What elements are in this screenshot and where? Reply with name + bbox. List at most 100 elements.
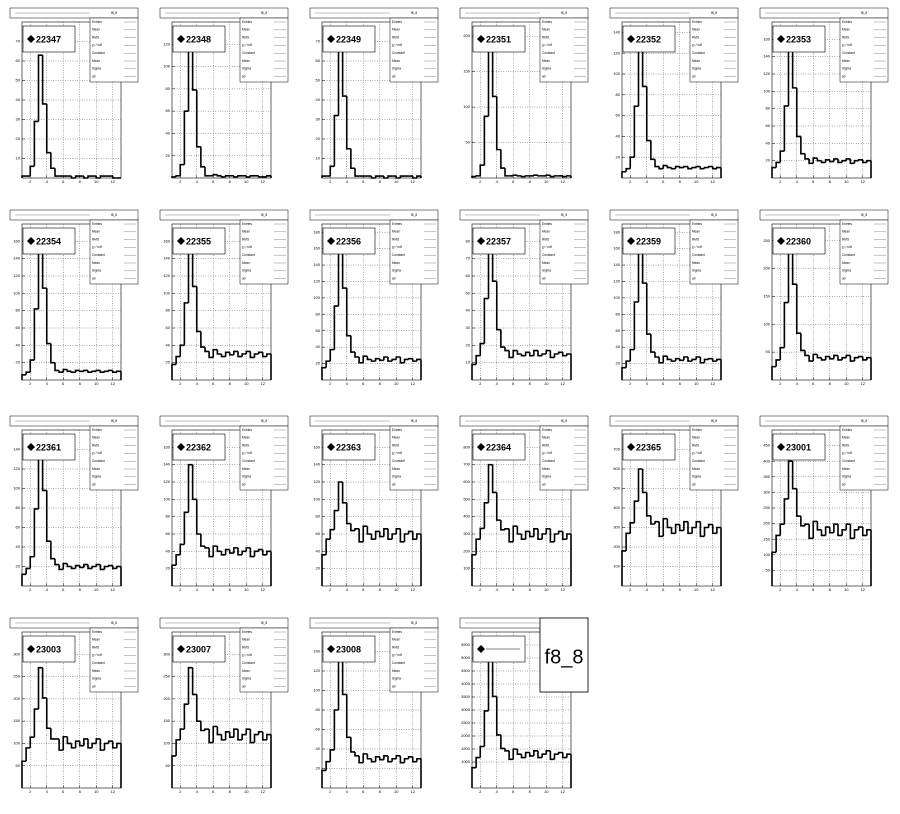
histogram-bin [62, 735, 68, 751]
histogram-bin [29, 736, 35, 748]
x-tick-label: 4 [196, 587, 199, 592]
histogram-bin [629, 348, 635, 362]
y-tick-label: 50 [316, 78, 321, 83]
x-tick-label: 6 [512, 179, 515, 184]
stats-box [689, 219, 739, 285]
histogram-bin [662, 517, 668, 537]
histogram-bin [861, 527, 867, 537]
y-tick-label: 20 [166, 566, 171, 571]
y-tick-label: 20 [166, 360, 171, 365]
histogram-bin [321, 175, 327, 178]
histogram-bin [179, 163, 185, 176]
histogram-bin [257, 175, 263, 178]
histogram-panel: 2 4 6 8 10 12 100 200 300 400 500 600 700 800 f8_8 Entr… [459, 415, 589, 592]
histogram-bin [683, 520, 688, 531]
histogram-bin [204, 166, 210, 177]
histogram-bin [407, 756, 413, 759]
y-tick-label: 20 [616, 154, 621, 159]
stats-label: RMS [92, 35, 99, 39]
histogram-bin [516, 749, 522, 755]
histogram-bin [325, 760, 331, 771]
histogram-bin [212, 348, 218, 358]
x-tick-label: 8 [529, 179, 532, 184]
histogram-bin [483, 297, 489, 344]
stats-label: Constant [542, 459, 555, 463]
histogram-bin [224, 731, 230, 740]
y-tick-label: 20 [316, 566, 321, 571]
histogram-bin [208, 547, 214, 558]
histogram-bin [249, 729, 255, 744]
label-marker [177, 443, 185, 451]
x-tick-label: 8 [379, 789, 382, 794]
stats-label: Sigma [842, 475, 851, 479]
histogram-bin [866, 356, 871, 360]
histogram-bin [253, 353, 259, 358]
stats-label: RMS [242, 35, 249, 39]
stats-box [239, 17, 289, 83]
histogram-name: f8_8 [261, 419, 267, 423]
stats-label: Constant [242, 459, 255, 463]
stats-label: Constant [692, 459, 705, 463]
histogram-panel: 2 4 6 8 10 12 20 40 60 80 100 120 140 160 f8_8 Entries M… [309, 415, 439, 592]
histogram-bin [841, 356, 847, 360]
histogram-bin [83, 369, 88, 372]
histogram-bin [553, 353, 559, 358]
histogram-bin [233, 350, 238, 355]
histogram-bin [808, 524, 814, 540]
y-tick-label: 4000 [461, 681, 471, 686]
y-tick-label: 10 [316, 156, 321, 161]
panel-label: 22364 [486, 442, 511, 452]
stats-label: χ² / ndf [692, 245, 702, 249]
histogram-bin [370, 534, 376, 540]
histogram-bin [249, 174, 255, 177]
histogram-bin [321, 769, 327, 788]
x-tick-label: 12 [711, 381, 716, 386]
x-tick-label: 10 [844, 179, 849, 184]
histogram-bin [816, 354, 822, 359]
stats-label: Mean [692, 467, 700, 471]
histogram-bin [699, 521, 705, 538]
stats-label: χ² / ndf [392, 43, 402, 47]
y-tick-label: 160 [13, 238, 20, 243]
y-tick-label: 160 [613, 246, 620, 251]
stats-box [239, 425, 289, 491]
histogram-bin [399, 175, 405, 178]
histogram-bin [483, 710, 489, 747]
histogram-bin [183, 703, 189, 730]
y-tick-label: 20 [316, 766, 321, 771]
y-tick-label: 120 [763, 71, 770, 76]
histogram-bin [824, 355, 830, 360]
histogram-bin [845, 354, 851, 358]
histogram-bin [341, 41, 347, 97]
histogram-bin [216, 726, 222, 736]
histogram-bin [491, 43, 497, 98]
histogram-bin [416, 757, 421, 762]
panel-label: 22349 [336, 34, 361, 44]
histogram-bin [366, 753, 372, 760]
histogram-bin [537, 528, 543, 540]
histogram-bin [483, 115, 489, 166]
y-tick-label: 500 [613, 486, 620, 491]
y-tick-label: 20 [16, 360, 21, 365]
x-tick-label: 4 [196, 179, 199, 184]
y-tick-label: 100 [613, 71, 620, 76]
y-tick-label: 20 [766, 158, 771, 163]
x-tick-label: 6 [362, 587, 365, 592]
x-tick-label: 2 [779, 381, 782, 386]
x-tick-label: 2 [479, 179, 482, 184]
histogram-bin [670, 359, 676, 362]
panel-label: 23003 [36, 644, 61, 654]
stats-label: RMS [542, 237, 549, 241]
y-tick-label: 250 [13, 674, 20, 679]
histogram-bin [175, 554, 181, 566]
stats-box [839, 17, 889, 83]
histogram-bin [171, 363, 177, 380]
histogram-bin [237, 547, 243, 556]
y-tick-label: 80 [166, 308, 171, 313]
stats-box [239, 219, 289, 285]
histogram-bin [779, 346, 785, 360]
histogram-bin [179, 728, 185, 740]
x-tick-label: 8 [229, 789, 232, 794]
histogram-bin [387, 357, 393, 362]
y-tick-label: 180 [613, 229, 620, 234]
